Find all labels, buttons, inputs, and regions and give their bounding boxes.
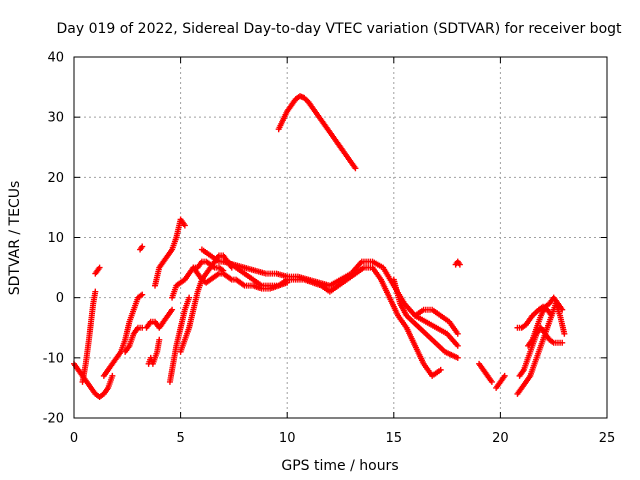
x-tick-label: 15	[386, 431, 403, 446]
data-point	[456, 261, 463, 268]
x-tick-label: 25	[599, 431, 616, 446]
y-tick-label: 10	[47, 231, 64, 246]
y-tick-label: 20	[47, 171, 64, 186]
data-point	[139, 291, 146, 298]
x-tick-label: 5	[176, 431, 184, 446]
data-point	[559, 339, 566, 346]
y-tick-label: -20	[43, 412, 64, 427]
data-point	[186, 294, 193, 301]
data-point	[92, 288, 99, 295]
data-point	[437, 366, 444, 373]
x-axis-label: GPS time / hours	[281, 458, 398, 474]
data-point	[501, 372, 508, 379]
data-point	[156, 336, 163, 343]
axis-ticks: 0 5 10 15 20 25 -20 -10 0 10 20 30 40	[43, 51, 616, 447]
data-point	[352, 165, 359, 172]
data-point	[181, 222, 188, 229]
y-tick-label: -10	[43, 351, 64, 366]
chart-title: Day 019 of 2022, Sidereal Day-to-day VTE…	[56, 21, 622, 37]
y-tick-label: 0	[56, 291, 64, 306]
data-point	[454, 354, 461, 361]
data-point	[559, 306, 566, 313]
data-point	[488, 378, 495, 385]
data-point	[454, 342, 461, 349]
data-point	[96, 264, 103, 271]
data-point	[561, 330, 568, 337]
data-points	[71, 93, 568, 400]
x-tick-label: 0	[70, 431, 78, 446]
data-point	[139, 243, 146, 250]
y-axis-label: SDTVAR / TECUs	[7, 181, 23, 296]
data-point	[109, 372, 116, 379]
y-tick-label: 30	[47, 111, 64, 126]
x-tick-label: 20	[492, 431, 509, 446]
data-point	[169, 306, 176, 313]
y-tick-label: 40	[47, 51, 64, 66]
data-point	[454, 330, 461, 337]
x-tick-label: 10	[279, 431, 296, 446]
